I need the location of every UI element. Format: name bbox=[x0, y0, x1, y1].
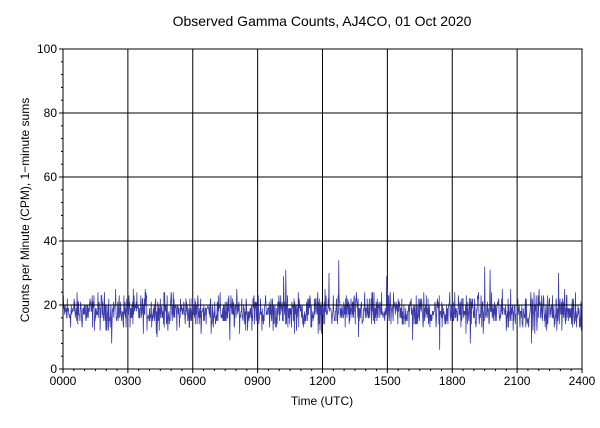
plot-border bbox=[62, 48, 583, 370]
y-tick-label: 40 bbox=[44, 234, 58, 248]
y-axis-label: Counts per Minute (CPM), 1−minute sums bbox=[18, 98, 32, 322]
x-tick-label: 0900 bbox=[244, 374, 271, 388]
y-tick-label: 100 bbox=[37, 42, 57, 56]
x-tick-label: 0600 bbox=[179, 374, 206, 388]
x-tick-label: 2400 bbox=[569, 374, 596, 388]
x-tick-label: 0300 bbox=[115, 374, 142, 388]
x-tick-label: 1800 bbox=[439, 374, 466, 388]
chart-title: Observed Gamma Counts, AJ4CO, 01 Oct 202… bbox=[173, 13, 472, 29]
x-tick-label: 1200 bbox=[309, 374, 336, 388]
y-tick-label: 80 bbox=[44, 106, 58, 120]
y-tick-label: 60 bbox=[44, 170, 58, 184]
x-tick-label: 0000 bbox=[50, 374, 77, 388]
plot-area: 0000 0300 0600 0900 1200 1500 1800 2100 2400 0 20 4… bbox=[37, 42, 596, 388]
x-tick-label: 1500 bbox=[374, 374, 401, 388]
y-tick-label: 0 bbox=[50, 362, 57, 376]
y-tick-label: 20 bbox=[44, 298, 58, 312]
x-axis-label: Time (UTC) bbox=[291, 394, 353, 408]
x-tick-label: 2100 bbox=[504, 374, 531, 388]
